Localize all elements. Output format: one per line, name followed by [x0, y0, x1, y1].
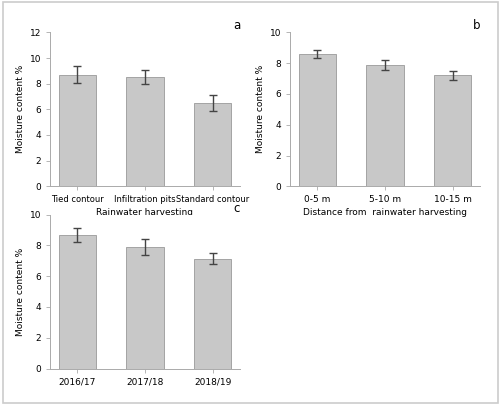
Bar	[58, 75, 96, 186]
Bar	[366, 65, 404, 186]
Bar	[194, 103, 232, 186]
Bar	[126, 77, 164, 186]
Bar	[58, 234, 96, 369]
Text: c: c	[234, 202, 240, 215]
Bar	[126, 247, 164, 369]
Y-axis label: Moisture content %: Moisture content %	[256, 65, 266, 153]
X-axis label: Rainwater harvesting: Rainwater harvesting	[96, 209, 194, 217]
Y-axis label: Moisture content %: Moisture content %	[16, 247, 26, 336]
Bar	[434, 75, 472, 186]
Y-axis label: Moisture content %: Moisture content %	[16, 65, 26, 153]
Text: a: a	[233, 19, 240, 32]
Bar	[298, 54, 336, 186]
X-axis label: Distance from  rainwater harvesting: Distance from rainwater harvesting	[303, 209, 467, 217]
Bar	[194, 258, 232, 369]
Text: b: b	[472, 19, 480, 32]
